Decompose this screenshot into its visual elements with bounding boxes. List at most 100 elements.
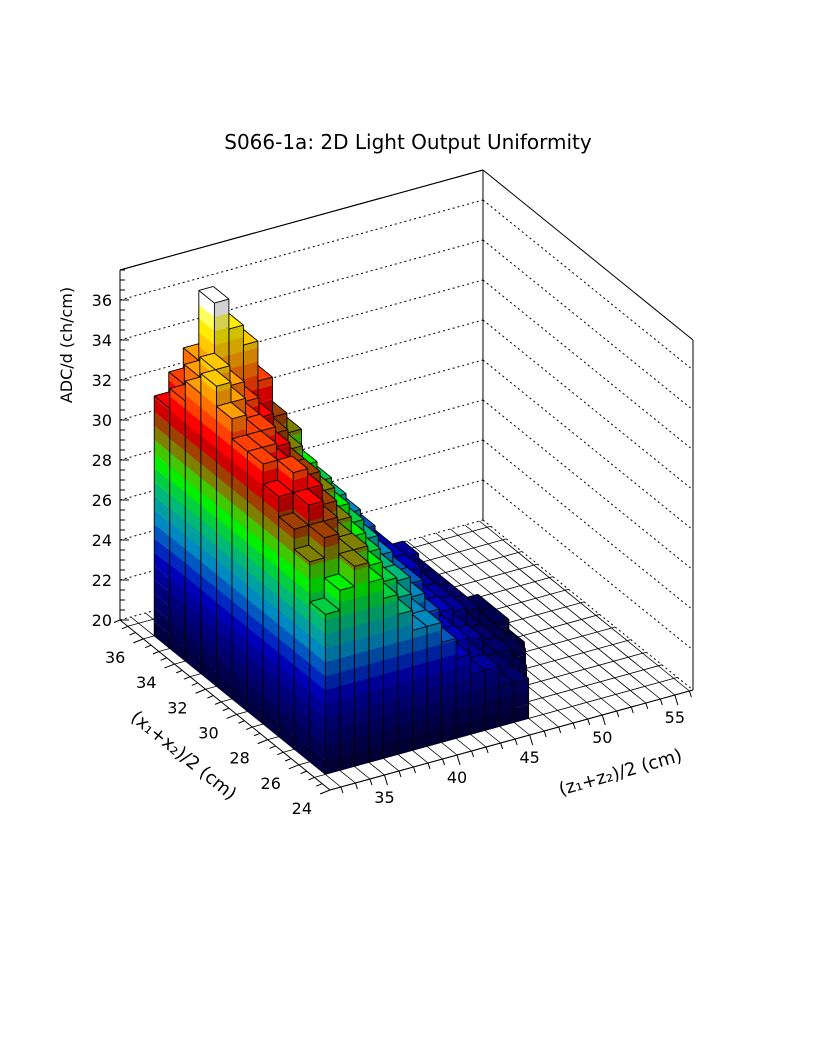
column-front-face — [216, 382, 231, 393]
column-edge — [359, 512, 376, 527]
column-side-face — [232, 586, 248, 614]
column-front-face — [397, 736, 413, 755]
column-edge — [216, 405, 233, 420]
column-front-face — [412, 704, 427, 723]
column-edge — [214, 352, 231, 367]
column-front-face — [456, 654, 471, 669]
column-edge — [441, 637, 457, 643]
column-edge — [454, 637, 470, 643]
x-axis-line — [119, 619, 331, 791]
column-top-face — [247, 447, 278, 465]
column-front-face — [485, 670, 500, 689]
column-edge — [272, 416, 289, 431]
column-front-face — [383, 614, 398, 633]
column-front-face — [426, 714, 442, 733]
column-side-face — [154, 621, 170, 649]
column-side-face — [216, 644, 233, 671]
column-top-face — [466, 624, 497, 641]
column-edge — [469, 657, 486, 671]
column-front-face — [426, 658, 442, 677]
column-edge — [411, 613, 428, 627]
column-side-face — [247, 515, 264, 543]
column-front-face — [383, 698, 398, 717]
column-side-face — [154, 495, 170, 523]
column-edge — [274, 429, 291, 444]
column-top-face — [482, 653, 514, 670]
column-edge — [168, 367, 184, 373]
column-edge — [228, 368, 245, 383]
column-edge — [421, 583, 438, 597]
column-side-face — [216, 504, 233, 531]
column-edge — [288, 445, 305, 460]
column-edge — [230, 401, 247, 416]
column-side-face — [154, 537, 170, 565]
column-front-face — [257, 385, 273, 404]
column-edge — [184, 360, 199, 365]
column-edge — [382, 577, 398, 583]
column-front-face — [383, 628, 398, 647]
column-edge — [362, 522, 379, 536]
column-edge — [378, 551, 396, 565]
column-edge — [337, 532, 353, 538]
column-edge — [454, 641, 471, 655]
column-front-face — [243, 361, 258, 380]
column-edge — [484, 665, 500, 671]
column-front-face — [353, 545, 368, 554]
column-side-face — [232, 516, 248, 544]
column-edge — [277, 459, 294, 473]
column-side-face — [216, 560, 233, 587]
column-edge — [394, 564, 411, 578]
column-front-face — [397, 680, 413, 699]
column-side-face — [247, 655, 264, 683]
column-top-face — [478, 606, 509, 624]
column-edge — [169, 384, 185, 389]
column-edge — [481, 640, 498, 654]
column-side-face — [216, 588, 233, 615]
column-side-face — [154, 481, 170, 509]
column-edge — [231, 438, 248, 452]
column-front-face — [456, 692, 471, 711]
column-edge — [182, 347, 200, 361]
column-front-face — [485, 698, 500, 717]
column-front-face — [243, 341, 258, 352]
column-side-face — [198, 304, 215, 332]
column-edge — [231, 434, 247, 440]
column-edge — [198, 290, 215, 304]
column-edge — [199, 352, 215, 358]
column-front-face — [232, 414, 247, 433]
column-front-face — [485, 684, 500, 703]
column-edge — [455, 653, 471, 659]
column-edge — [349, 519, 367, 533]
column-edge — [397, 609, 413, 615]
column-side-face — [200, 491, 217, 519]
column-front-face — [383, 600, 398, 619]
column-edge — [320, 487, 338, 501]
column-side-face — [232, 684, 248, 712]
column-edge — [448, 581, 465, 596]
column-front-face — [470, 702, 486, 721]
column-side-face — [232, 460, 248, 488]
column-side-face — [169, 550, 186, 578]
column-side-face — [169, 536, 186, 564]
column-edge — [214, 298, 230, 304]
column-front-face — [426, 686, 442, 705]
column-top-face — [411, 609, 442, 627]
column-top-face — [245, 414, 276, 431]
column-edge — [480, 623, 497, 637]
column-side-face — [200, 617, 217, 645]
column-front-face — [499, 682, 515, 699]
column-top-face — [436, 595, 467, 613]
column-side-face — [154, 593, 170, 621]
column-side-face — [198, 318, 215, 346]
wall-gridline — [119, 279, 484, 381]
column-side-face — [154, 565, 170, 593]
column-edge — [247, 451, 264, 465]
column-side-face — [247, 459, 264, 487]
column-edge — [227, 312, 244, 326]
column-edge — [293, 468, 308, 474]
column-edge — [470, 669, 486, 675]
column-side-face — [216, 532, 233, 559]
column-front-face — [412, 648, 427, 667]
chart-title: S066-1a: 2D Light Output Uniformity — [224, 130, 592, 154]
column-side-face — [154, 523, 170, 551]
